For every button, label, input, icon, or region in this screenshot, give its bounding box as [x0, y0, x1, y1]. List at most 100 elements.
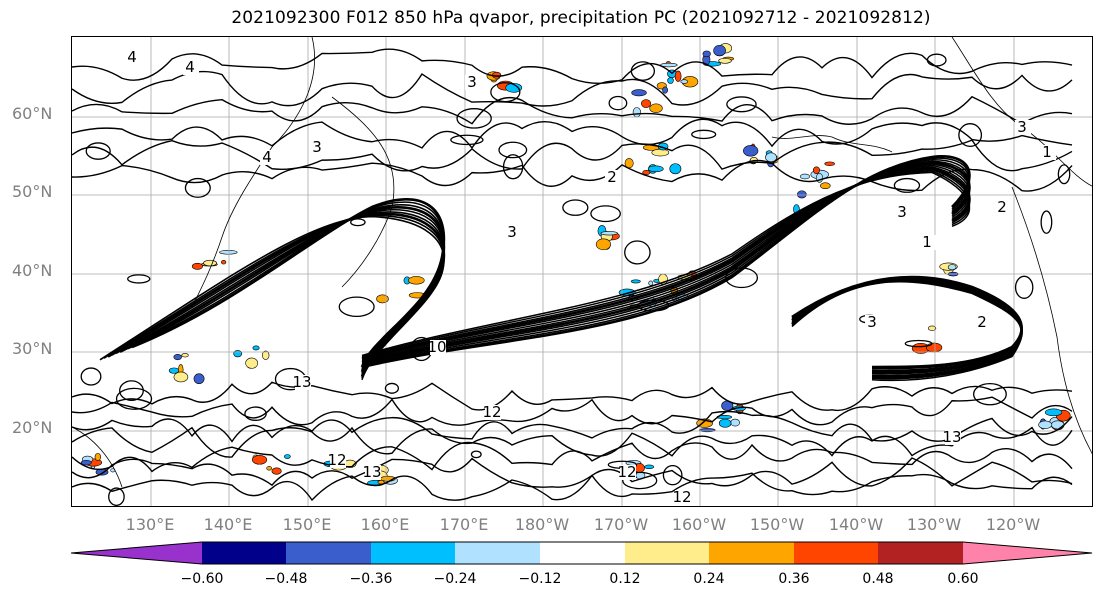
lon-label-130w: 130°W — [906, 515, 962, 534]
precip-anomaly-patch — [173, 353, 182, 361]
precip-anomaly-patch — [252, 345, 260, 351]
precip-anomaly-patch — [812, 166, 820, 174]
coastline — [72, 426, 123, 488]
contour-value-label: 4 — [127, 48, 137, 66]
precip-anomaly-patch — [1050, 420, 1065, 430]
qvapor-contour-loop — [590, 205, 621, 223]
precip-anomaly-patch — [191, 262, 203, 270]
precip-anomaly-patch — [927, 325, 937, 331]
contour-label-bg — [183, 60, 199, 75]
precip-anomaly-patch — [641, 99, 652, 108]
lon-label-150w: 150°W — [749, 515, 805, 534]
precip-anomaly-patch — [408, 276, 425, 285]
precip-anomaly-patch — [1044, 408, 1063, 417]
contour-label-bg — [975, 315, 991, 330]
contour-value-label: 3 — [507, 223, 517, 241]
colorbar-tick-label: −0.48 — [264, 571, 308, 587]
qvapor-contour-loop — [972, 382, 1007, 406]
qvapor-contour-loop — [108, 487, 125, 506]
precip-anomaly-patch — [262, 350, 270, 360]
qvapor-contour — [361, 163, 971, 363]
contour-label-bg — [485, 405, 501, 420]
qvapor-contour-loop — [456, 108, 492, 129]
lat-label-60n: 60°N — [12, 104, 53, 123]
qvapor-contour-loop — [637, 299, 670, 312]
contour-label-bg — [430, 340, 446, 355]
contour-value-label: 2 — [977, 313, 987, 331]
precip-anomaly-patch — [651, 148, 670, 157]
colorbar-tick-label: −0.36 — [349, 571, 393, 587]
contour-label-bg — [675, 490, 691, 505]
qvapor-contour-loop — [502, 154, 524, 180]
qvapor-contour — [361, 166, 971, 360]
contour-label-bg — [125, 50, 141, 65]
precip-anomaly-patch — [669, 163, 682, 175]
contour-value-label: 4 — [262, 148, 272, 166]
qvapor-contour — [361, 164, 971, 362]
precip-anomaly-patch — [181, 353, 189, 358]
qvapor-contour-loop — [470, 450, 482, 459]
precip-anomaly-patch — [743, 145, 759, 157]
contour-label-bg — [365, 465, 381, 480]
qvapor-contour — [72, 410, 1073, 443]
colorbar-segment — [455, 542, 540, 564]
precip-anomaly-patch — [667, 77, 674, 84]
qvapor-contour-loop — [562, 199, 589, 216]
precip-anomaly-patch — [266, 466, 273, 471]
colorbar-tick-label: 0.48 — [862, 571, 894, 587]
qvapor-contour — [72, 159, 1073, 192]
contour-value-label: 3 — [1017, 118, 1027, 136]
qvapor-contour-loop — [958, 123, 983, 148]
precip-anomaly-patch — [662, 86, 668, 94]
contour-value-label: 12 — [617, 463, 636, 481]
colorbar-tick-label: 0.12 — [609, 571, 641, 587]
contour-value-label: 13 — [362, 463, 381, 481]
precip-anomaly-patch — [925, 342, 943, 353]
qvapor-contour-loop — [384, 382, 400, 394]
contour-value-label: 2 — [997, 198, 1007, 216]
contour-value-label: 10 — [427, 338, 446, 356]
qvapor-contour — [127, 201, 445, 369]
colorbar-segment — [371, 542, 455, 564]
colorbar-segment — [286, 542, 371, 564]
map-title: 2021092300 F012 850 hPa qvapor, precipit… — [231, 8, 931, 28]
precip-anomaly-patch — [947, 264, 957, 271]
lon-label-170e: 170°E — [439, 515, 489, 534]
map-panel: 4 3 4 3 2 3 3 2 13 13 12 1 12 3 2 1 4 3 10 13 12 12 — [71, 36, 1093, 507]
qvapor-contour — [361, 168, 971, 359]
precip-anomaly-patch — [713, 44, 726, 57]
precip-anomaly-patch — [824, 161, 835, 166]
coastline — [771, 135, 893, 153]
precip-anomaly-patch — [820, 182, 831, 190]
lat-label-30n: 30°N — [12, 339, 53, 358]
precip-anomaly-patch — [1038, 420, 1053, 429]
contour-value-label: 2 — [607, 168, 617, 186]
qvapor-contour — [72, 472, 1073, 502]
contour-label-bg — [505, 225, 521, 240]
qvapor-contour — [123, 204, 445, 371]
map-canvas: 4 3 4 3 2 3 3 2 13 13 12 1 12 3 2 1 4 3 10 13 12 12 — [72, 37, 1092, 506]
contour-label-bg — [920, 235, 936, 250]
qvapor-contour-loop — [893, 177, 921, 193]
precip-anomaly-patch — [702, 50, 711, 58]
precip-anomaly-patch — [647, 165, 664, 173]
precip-anomaly-patch — [219, 250, 238, 255]
contour-label-bg — [310, 140, 326, 155]
colorbar-segment — [71, 542, 202, 564]
qvapor-contour-loop — [80, 367, 102, 386]
contour-label-bg — [605, 170, 621, 185]
precip-anomaly-patch — [632, 107, 641, 118]
colorbar-segment — [540, 542, 625, 564]
colorbar-segment — [625, 542, 709, 564]
colorbar-segment — [202, 542, 286, 564]
qvapor-contour — [72, 396, 1073, 426]
precip-anomaly-patch — [674, 70, 682, 82]
qvapor-contour-loop — [350, 218, 366, 227]
contour-value-label: 3 — [312, 138, 322, 156]
lat-label-20n: 20°N — [12, 418, 53, 437]
colorbar-tick-label: −0.12 — [518, 571, 562, 587]
contour-label-bg — [995, 200, 1011, 215]
lon-label-150e: 150°E — [282, 515, 332, 534]
qvapor-contour-loop — [115, 387, 153, 410]
precip-anomaly-patch — [80, 459, 92, 466]
